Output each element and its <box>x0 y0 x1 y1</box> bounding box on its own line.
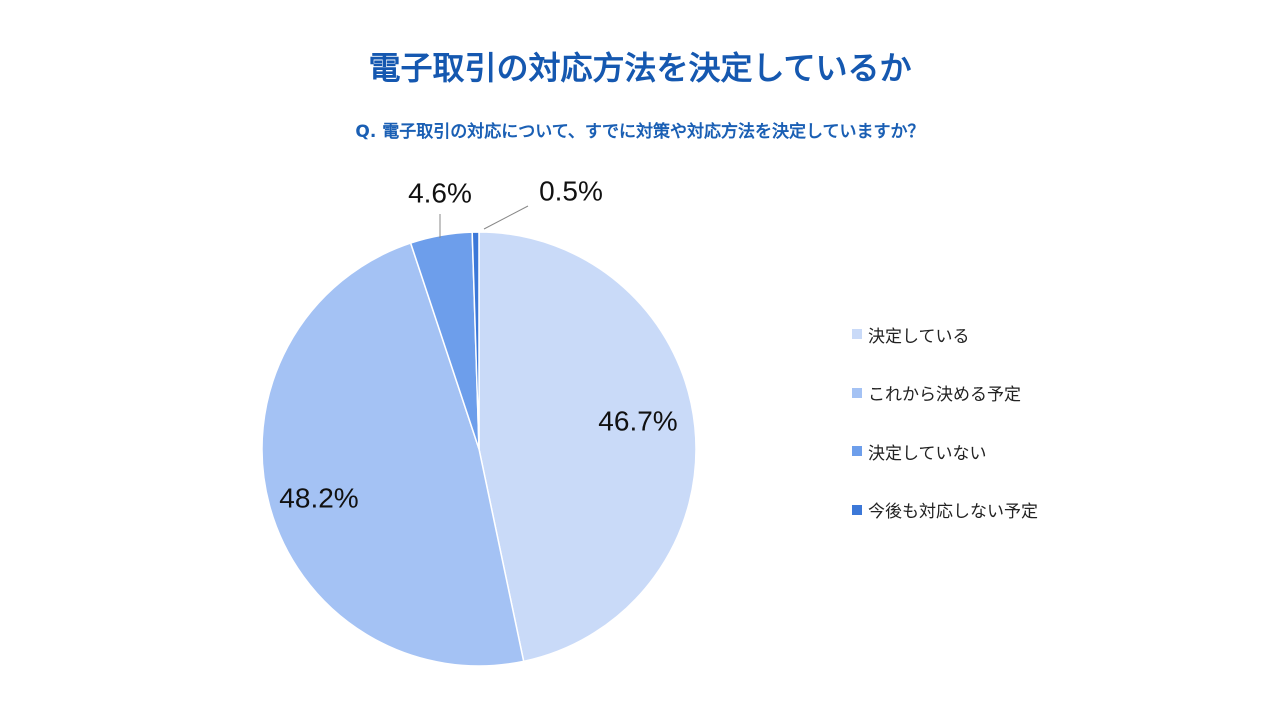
data-label: 0.5% <box>539 175 603 206</box>
legend-item: 今後も対応しない予定 <box>852 481 1212 540</box>
legend-item: 決定していない <box>852 422 1212 481</box>
pie-slice <box>261 242 525 667</box>
legend-item: これから決める予定 <box>852 364 1212 423</box>
legend-label: 今後も対応しない予定 <box>868 502 1038 523</box>
legend-swatch <box>852 504 862 515</box>
legend-swatch <box>852 329 862 340</box>
legend-swatch <box>852 446 862 457</box>
pie-slice <box>478 231 697 663</box>
legend-swatch <box>852 387 862 398</box>
legend: 決定している これから決める予定 決定していない 今後も対応しない予定 <box>852 305 1212 539</box>
data-label: 4.6% <box>408 177 472 208</box>
chart-subtitle: Q. 電子取引の対応について、すでに対策や対応方法を決定していますか？ <box>355 122 925 142</box>
pie-slice <box>471 231 480 450</box>
legend-label: 決定していない <box>868 443 987 464</box>
legend-item: 決定している <box>852 305 1212 364</box>
legend-label: これから決める予定 <box>868 385 1021 406</box>
chart-title: 電子取引の対応方法を決定しているか <box>368 49 912 87</box>
leader-line <box>483 205 529 230</box>
legend-label: 決定している <box>868 326 970 347</box>
data-label: 46.7% <box>598 405 677 436</box>
data-label: 48.2% <box>279 482 358 513</box>
